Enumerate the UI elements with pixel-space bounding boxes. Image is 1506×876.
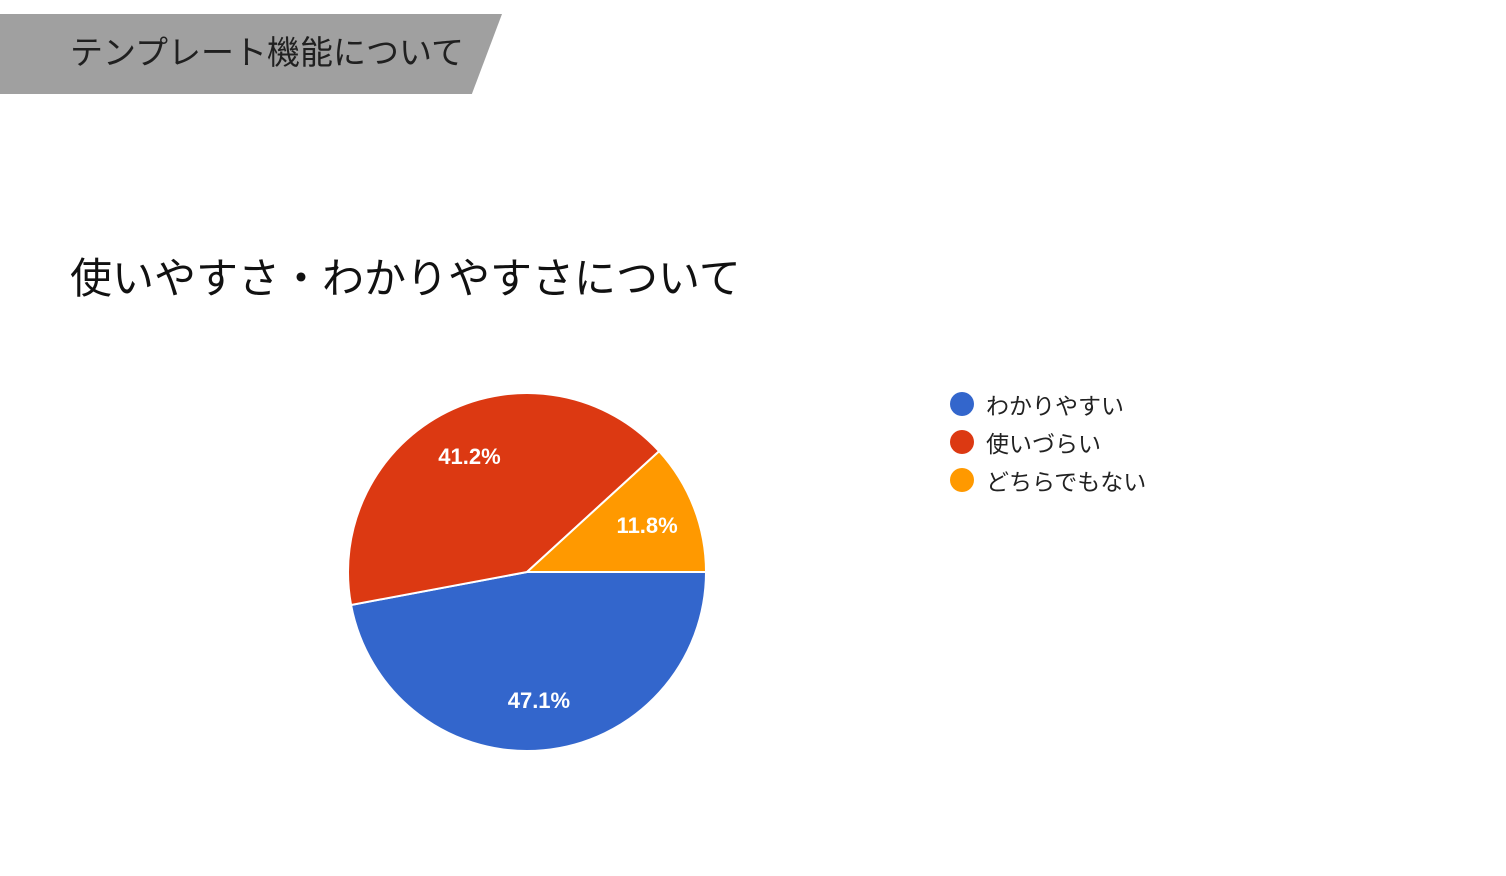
legend-swatch-icon — [950, 430, 974, 454]
pie-slice — [524, 449, 708, 573]
chart-title: 使いやすさ・わかりやすさについて — [70, 254, 741, 303]
section-banner: テンプレート機能について — [0, 14, 502, 94]
legend-item: どちらでもない — [950, 461, 1146, 499]
chart-legend: わかりやすい 使いづらい どちらでもない — [950, 385, 1146, 499]
legend-label: どちらでもない — [986, 470, 1147, 496]
pie-slice-label: 47.1% — [508, 688, 570, 713]
legend-label: わかりやすい — [986, 394, 1124, 420]
pie-slice-label: 11.8% — [617, 513, 678, 538]
legend-swatch-icon — [950, 468, 974, 492]
legend-item: 使いづらい — [950, 423, 1146, 461]
pie-slice-label: 41.2% — [438, 444, 500, 469]
legend-label: 使いづらい — [986, 432, 1101, 458]
legend-swatch-icon — [950, 392, 974, 416]
pie-slice — [347, 392, 661, 607]
legend-item: わかりやすい — [950, 385, 1146, 423]
pie-slice — [349, 571, 708, 752]
section-banner-title: テンプレート機能について — [70, 33, 465, 72]
